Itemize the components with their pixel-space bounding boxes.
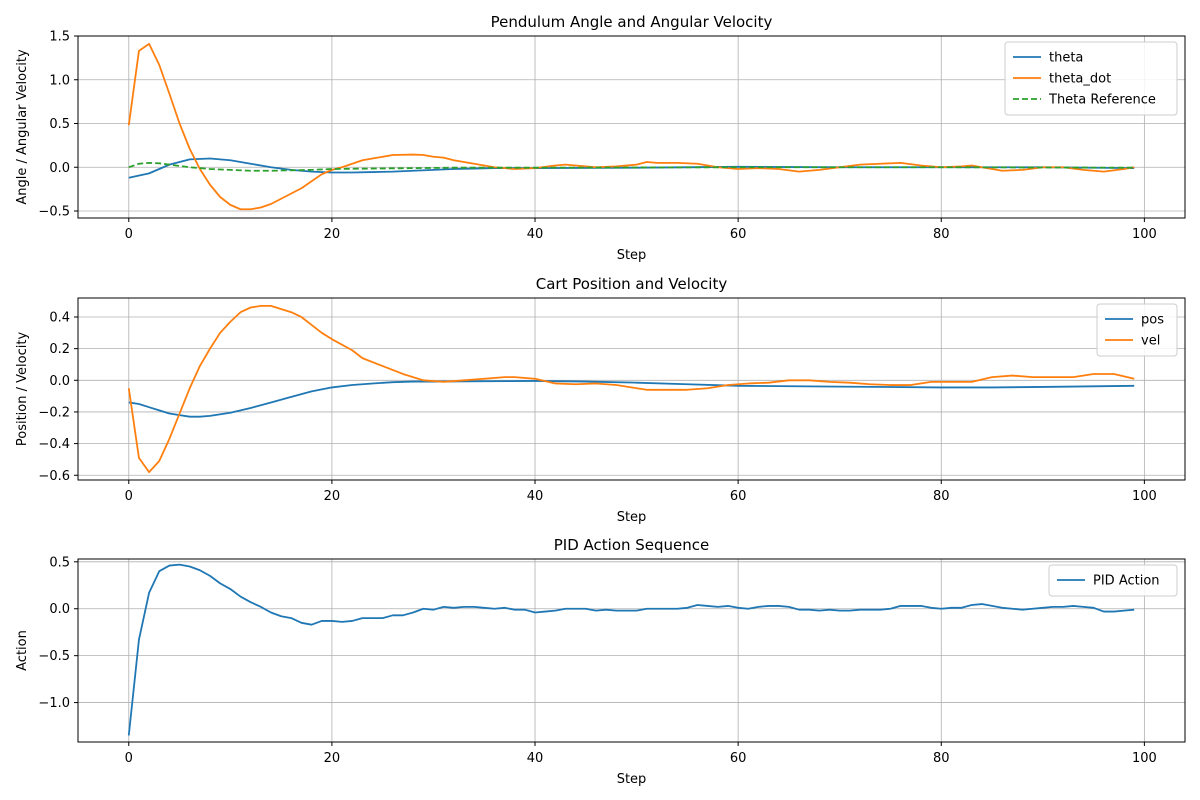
x-tick-label: 100 (1132, 489, 1157, 504)
chart-title: PID Action Sequence (554, 536, 710, 554)
x-tick-label: 40 (527, 751, 544, 766)
plot-frame (77, 35, 1186, 219)
x-tick-label: 60 (730, 751, 747, 766)
x-tick-label: 80 (933, 227, 950, 242)
y-tick-label: 0.0 (49, 161, 70, 176)
legend-box (1004, 41, 1178, 116)
y-tick-label: 0.5 (49, 555, 70, 570)
y-tick-label: 0.2 (49, 342, 70, 357)
x-tick-label: 100 (1132, 227, 1157, 242)
y-tick-label: 1.0 (49, 73, 70, 88)
series-line-pid-action (127, 563, 1135, 736)
legend-box (1096, 303, 1178, 357)
x-tick-label: 0 (125, 227, 133, 242)
legend: theta theta_dot Theta Reference (1004, 41, 1178, 116)
legend: PID Action (1048, 564, 1178, 597)
chart-title: Pendulum Angle and Angular Velocity (491, 13, 773, 31)
series-line-theta-dot (127, 42, 1135, 211)
y-tick-label: 0.5 (49, 117, 70, 132)
x-tick-label: 20 (324, 227, 341, 242)
chart-panel-3: 0 20 40 60 80 100 −1.0 −0.5 0.0 0.5 PID Action Seq… (15, 536, 1186, 787)
x-axis-label: Step (617, 248, 647, 263)
y-tick-label: −0.5 (38, 649, 70, 664)
series-line-vel (127, 305, 1135, 473)
legend-label: pos (1141, 313, 1164, 328)
x-tick-label: 20 (324, 751, 341, 766)
chart-title: Cart Position and Velocity (536, 275, 728, 293)
y-axis-label: Position / Velocity (15, 332, 30, 447)
x-tick-label: 60 (730, 489, 747, 504)
legend-label: theta_dot (1049, 72, 1111, 87)
series-line-pos (128, 380, 1135, 418)
x-tick-label: 20 (324, 489, 341, 504)
chart-panel-1: 0 20 40 60 80 100 −0.5 0.0 0.5 1.0 1.5 Pendulum Ang… (15, 13, 1186, 263)
y-tick-label: 1.5 (49, 30, 70, 45)
y-tick-label: −0.4 (38, 437, 70, 452)
y-tick-label: 0.0 (49, 602, 70, 617)
y-axis-label: Action (15, 630, 30, 671)
x-tick-label: 40 (527, 227, 544, 242)
y-tick-label: −0.6 (38, 469, 70, 484)
y-tick-label: 0.0 (49, 374, 70, 389)
x-tick-label: 80 (933, 751, 950, 766)
x-tick-label: 80 (933, 489, 950, 504)
legend: pos vel (1096, 303, 1178, 357)
x-tick-label: 100 (1132, 751, 1157, 766)
legend-label: PID Action (1093, 574, 1160, 589)
y-tick-label: −1.0 (38, 696, 70, 711)
x-tick-label: 60 (730, 227, 747, 242)
legend-label: theta (1049, 51, 1083, 66)
x-tick-label: 0 (125, 751, 133, 766)
plot-frame (77, 297, 1186, 481)
y-tick-label: −0.5 (38, 205, 70, 220)
legend-box (1048, 564, 1178, 597)
x-tick-label: 40 (527, 489, 544, 504)
legend-label: Theta Reference (1048, 93, 1156, 108)
y-tick-label: −0.2 (38, 405, 70, 420)
y-tick-label: 0.4 (49, 310, 70, 325)
x-axis-label: Step (617, 772, 647, 787)
series-line-theta-reference (128, 161, 1135, 172)
chart-panel-2: 0 20 40 60 80 100 −0.6 −0.4 −0.2 0.0 0.2 0.4 Cart Po… (15, 275, 1186, 525)
y-axis-label: Angle / Angular Velocity (15, 49, 30, 205)
x-axis-label: Step (617, 510, 647, 525)
plot-frame (77, 558, 1186, 743)
x-tick-label: 0 (125, 489, 133, 504)
legend-label: vel (1141, 334, 1160, 349)
